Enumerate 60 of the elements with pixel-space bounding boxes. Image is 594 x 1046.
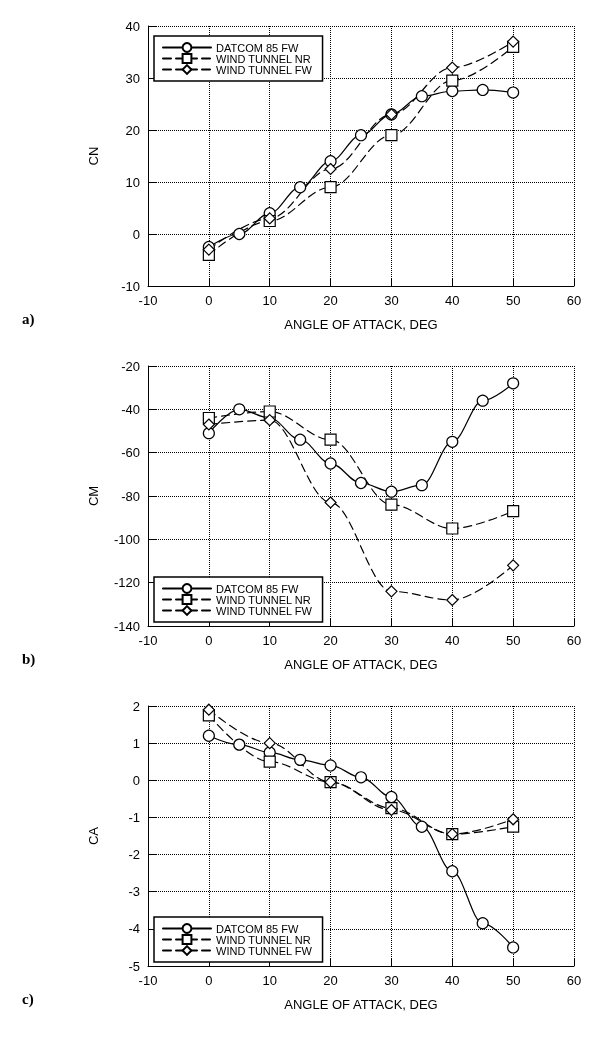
x-tick-label: 20	[323, 633, 338, 648]
x-tick-label: 20	[323, 973, 338, 988]
x-tick-label: 0	[205, 973, 213, 988]
legend-label: WIND TUNNEL NR	[216, 52, 311, 65]
y-tick-label: -20	[121, 358, 140, 374]
x-tick-label: 0	[205, 633, 213, 648]
legend-label: WIND TUNNEL FW	[216, 63, 313, 76]
x-tick-label: 60	[566, 973, 582, 988]
y-tick-label: -80	[121, 488, 140, 504]
x-tick-label: 60	[566, 293, 582, 308]
y-tick-label: 30	[125, 70, 140, 86]
x-axis-title: ANGLE OF ATTACK, DEG	[284, 997, 438, 1012]
y-tick-label: -60	[121, 445, 140, 461]
text: c)	[22, 990, 34, 1008]
y-tick-label: -4	[128, 921, 140, 937]
x-tick-label: 10	[262, 633, 277, 648]
y-tick-label: 0	[132, 226, 140, 242]
legend-label: WIND TUNNEL FW	[216, 944, 313, 957]
y-tick-label: 0	[132, 772, 140, 788]
x-tick-label: 40	[445, 973, 460, 988]
y-axis-title: CN	[86, 146, 101, 166]
x-tick-label: 30	[384, 973, 399, 988]
x-tick-label: 30	[384, 293, 399, 308]
y-tick-label: -120	[113, 575, 140, 591]
legend-label: DATCOM 85 FW	[216, 41, 299, 54]
legend-label: DATCOM 85 FW	[216, 582, 299, 595]
y-axis-title: CA	[86, 826, 101, 846]
x-tick-label: 10	[262, 973, 277, 988]
x-axis-title: ANGLE OF ATTACK, DEG	[284, 317, 438, 332]
x-tick-label: 60	[566, 633, 582, 648]
x-tick-label: 40	[445, 633, 460, 648]
legend-label: WIND TUNNEL NR	[216, 933, 311, 946]
y-tick-label: -40	[121, 401, 140, 417]
y-tick-label: -100	[113, 531, 140, 547]
x-axis-title: ANGLE OF ATTACK, DEG	[284, 657, 438, 672]
legend-label: DATCOM 85 FW	[216, 922, 299, 935]
y-tick-label: 10	[125, 174, 140, 190]
y-tick-label: -10	[121, 278, 140, 294]
legend-label: WIND TUNNEL NR	[216, 593, 311, 606]
y-tick-label: 40	[125, 18, 140, 34]
y-tick-label: -5	[128, 958, 140, 974]
legend-label: WIND TUNNEL FW	[216, 604, 313, 617]
y-tick-label: -2	[128, 847, 140, 863]
x-tick-label: 50	[505, 633, 521, 648]
y-tick-label: 2	[132, 698, 140, 714]
x-tick-label: 0	[205, 293, 213, 308]
y-tick-label: 20	[125, 122, 140, 138]
y-tick-label: -3	[128, 884, 140, 900]
y-tick-label: -140	[113, 618, 140, 634]
x-tick-label: 50	[505, 973, 521, 988]
x-tick-label: 10	[262, 293, 277, 308]
x-tick-label: 30	[384, 633, 399, 648]
x-tick-label: 50	[505, 293, 521, 308]
y-tick-label: -1	[128, 809, 140, 825]
text: b)	[22, 650, 36, 668]
x-tick-label: 20	[323, 293, 338, 308]
y-tick-label: 1	[132, 735, 140, 751]
y-axis-title: CM	[86, 485, 101, 507]
x-tick-label: 40	[445, 293, 460, 308]
text: a)	[22, 310, 35, 328]
